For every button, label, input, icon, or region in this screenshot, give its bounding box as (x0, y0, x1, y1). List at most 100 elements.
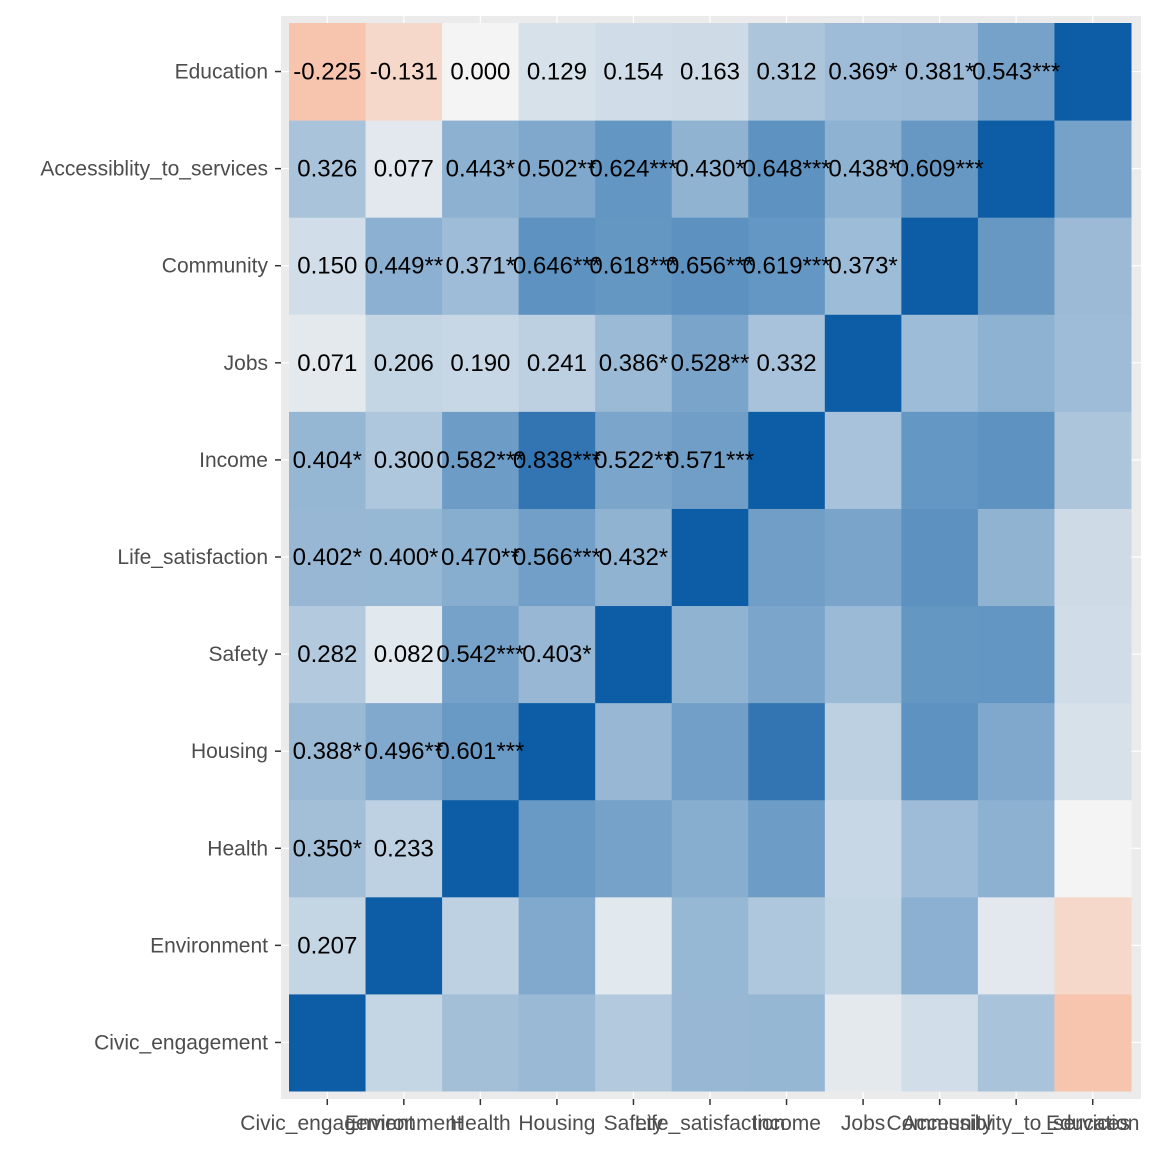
heatmap-cell (824, 605, 902, 704)
cell-value-label: 0.528** (671, 350, 750, 377)
cell-value-label: 0.648*** (743, 156, 831, 183)
heatmap-cell (671, 799, 749, 898)
heatmap-cell (365, 799, 443, 898)
heatmap-cell (442, 993, 520, 1092)
heatmap-cell (442, 702, 520, 801)
heatmap-cell (595, 217, 673, 315)
heatmap-cell (1054, 508, 1132, 607)
heatmap-cell (365, 23, 443, 121)
cell-value-label: 0.582*** (436, 447, 524, 474)
cell-value-label: 0.350* (293, 835, 362, 862)
heatmap-cell (671, 411, 749, 509)
heatmap-cell (748, 508, 826, 607)
cell-value-label: 0.150 (297, 253, 357, 280)
cell-value-label: 0.000 (450, 59, 510, 86)
heatmap-cell (824, 508, 902, 607)
heatmap-cell (824, 799, 902, 898)
x-tick-label: Accessiblity_to_services (902, 1112, 1130, 1135)
cell-value-label: -0.131 (370, 59, 438, 86)
heatmap-cell (289, 799, 367, 898)
cell-value-label: 0.470** (441, 544, 520, 571)
heatmap-cell (901, 605, 979, 704)
heatmap-cell (1054, 217, 1132, 315)
heatmap-cell (442, 314, 520, 412)
heatmap-cell (901, 508, 979, 607)
cell-value-label: 0.522** (594, 447, 673, 474)
heatmap-cell (977, 23, 1055, 121)
heatmap-cell (518, 314, 596, 412)
heatmap-cell (748, 23, 826, 121)
y-tick-label: Housing (191, 740, 268, 763)
heatmap-cell (595, 799, 673, 898)
heatmap-cell (365, 993, 443, 1092)
heatmap-cell (595, 993, 673, 1092)
heatmap-cell (595, 702, 673, 801)
heatmap-cell (365, 702, 443, 801)
heatmap-cell (748, 896, 826, 995)
cell-value-label: 0.190 (450, 350, 510, 377)
heatmap-cell (824, 896, 902, 995)
heatmap-cell (901, 702, 979, 801)
cell-value-label: 0.163 (680, 59, 740, 86)
heatmap-cell (901, 120, 979, 218)
cell-value-label: 0.496** (364, 738, 443, 765)
heatmap-cell (671, 993, 749, 1092)
cell-value-label: 0.371* (446, 253, 515, 280)
heatmap-cell (977, 411, 1055, 509)
heatmap-cell (1054, 411, 1132, 509)
heatmap-cells (289, 23, 1132, 1092)
cell-value-label: 0.373* (828, 253, 897, 280)
heatmap-cell (824, 702, 902, 801)
cell-value-label: 0.601*** (436, 738, 524, 765)
heatmap-cell (977, 314, 1055, 412)
cell-value-label: 0.646*** (513, 253, 601, 280)
cell-value-label: 0.402* (293, 544, 362, 571)
heatmap-cell (595, 508, 673, 607)
heatmap-cell (518, 702, 596, 801)
heatmap-cell (518, 411, 596, 509)
heatmap-cell (748, 314, 826, 412)
heatmap-cell (289, 120, 367, 218)
heatmap-cell (1054, 799, 1132, 898)
heatmap-cell (671, 508, 749, 607)
heatmap-cell (365, 314, 443, 412)
heatmap-cell (365, 217, 443, 315)
heatmap-cell (901, 217, 979, 315)
cell-value-label: 0.542*** (436, 641, 524, 668)
heatmap-cell (518, 120, 596, 218)
x-tick-label: Income (752, 1112, 821, 1135)
heatmap-cell (977, 993, 1055, 1092)
heatmap-cell (901, 799, 979, 898)
cell-value-label: 0.838*** (513, 447, 601, 474)
cell-value-label: 0.082 (374, 641, 434, 668)
heatmap-cell (289, 605, 367, 704)
heatmap-cell (901, 993, 979, 1092)
heatmap-cell (442, 896, 520, 995)
cell-value-label: 0.624*** (589, 156, 677, 183)
y-tick-label: Health (207, 837, 268, 860)
y-tick-label: Income (199, 449, 268, 472)
heatmap-cell (1054, 993, 1132, 1092)
cell-value-label: 0.618*** (589, 253, 677, 280)
heatmap-cell (671, 23, 749, 121)
heatmap-cell (518, 217, 596, 315)
cell-value-label: 0.404* (293, 447, 362, 474)
heatmap-cell (289, 702, 367, 801)
heatmap-cell (518, 508, 596, 607)
cell-value-label: 0.282 (297, 641, 357, 668)
heatmap-cell (442, 508, 520, 607)
cell-value-label: 0.206 (374, 350, 434, 377)
y-tick-label: Accessiblity_to_services (40, 158, 268, 181)
heatmap-cell (671, 896, 749, 995)
cell-labels: -0.225 -0.131 0.000 0.129 0.154 0.163 0.312 0.3… (293, 59, 1061, 960)
heatmap-cell (595, 411, 673, 509)
cell-value-label: 0.077 (374, 156, 434, 183)
cell-value-label: 0.312 (757, 59, 817, 86)
heatmap-cell (518, 23, 596, 121)
heatmap-cell (442, 411, 520, 509)
heatmap-cell (1054, 23, 1132, 121)
heatmap-cell (1054, 605, 1132, 704)
cell-value-label: 0.502** (518, 156, 597, 183)
heatmap-cell (1054, 896, 1132, 995)
